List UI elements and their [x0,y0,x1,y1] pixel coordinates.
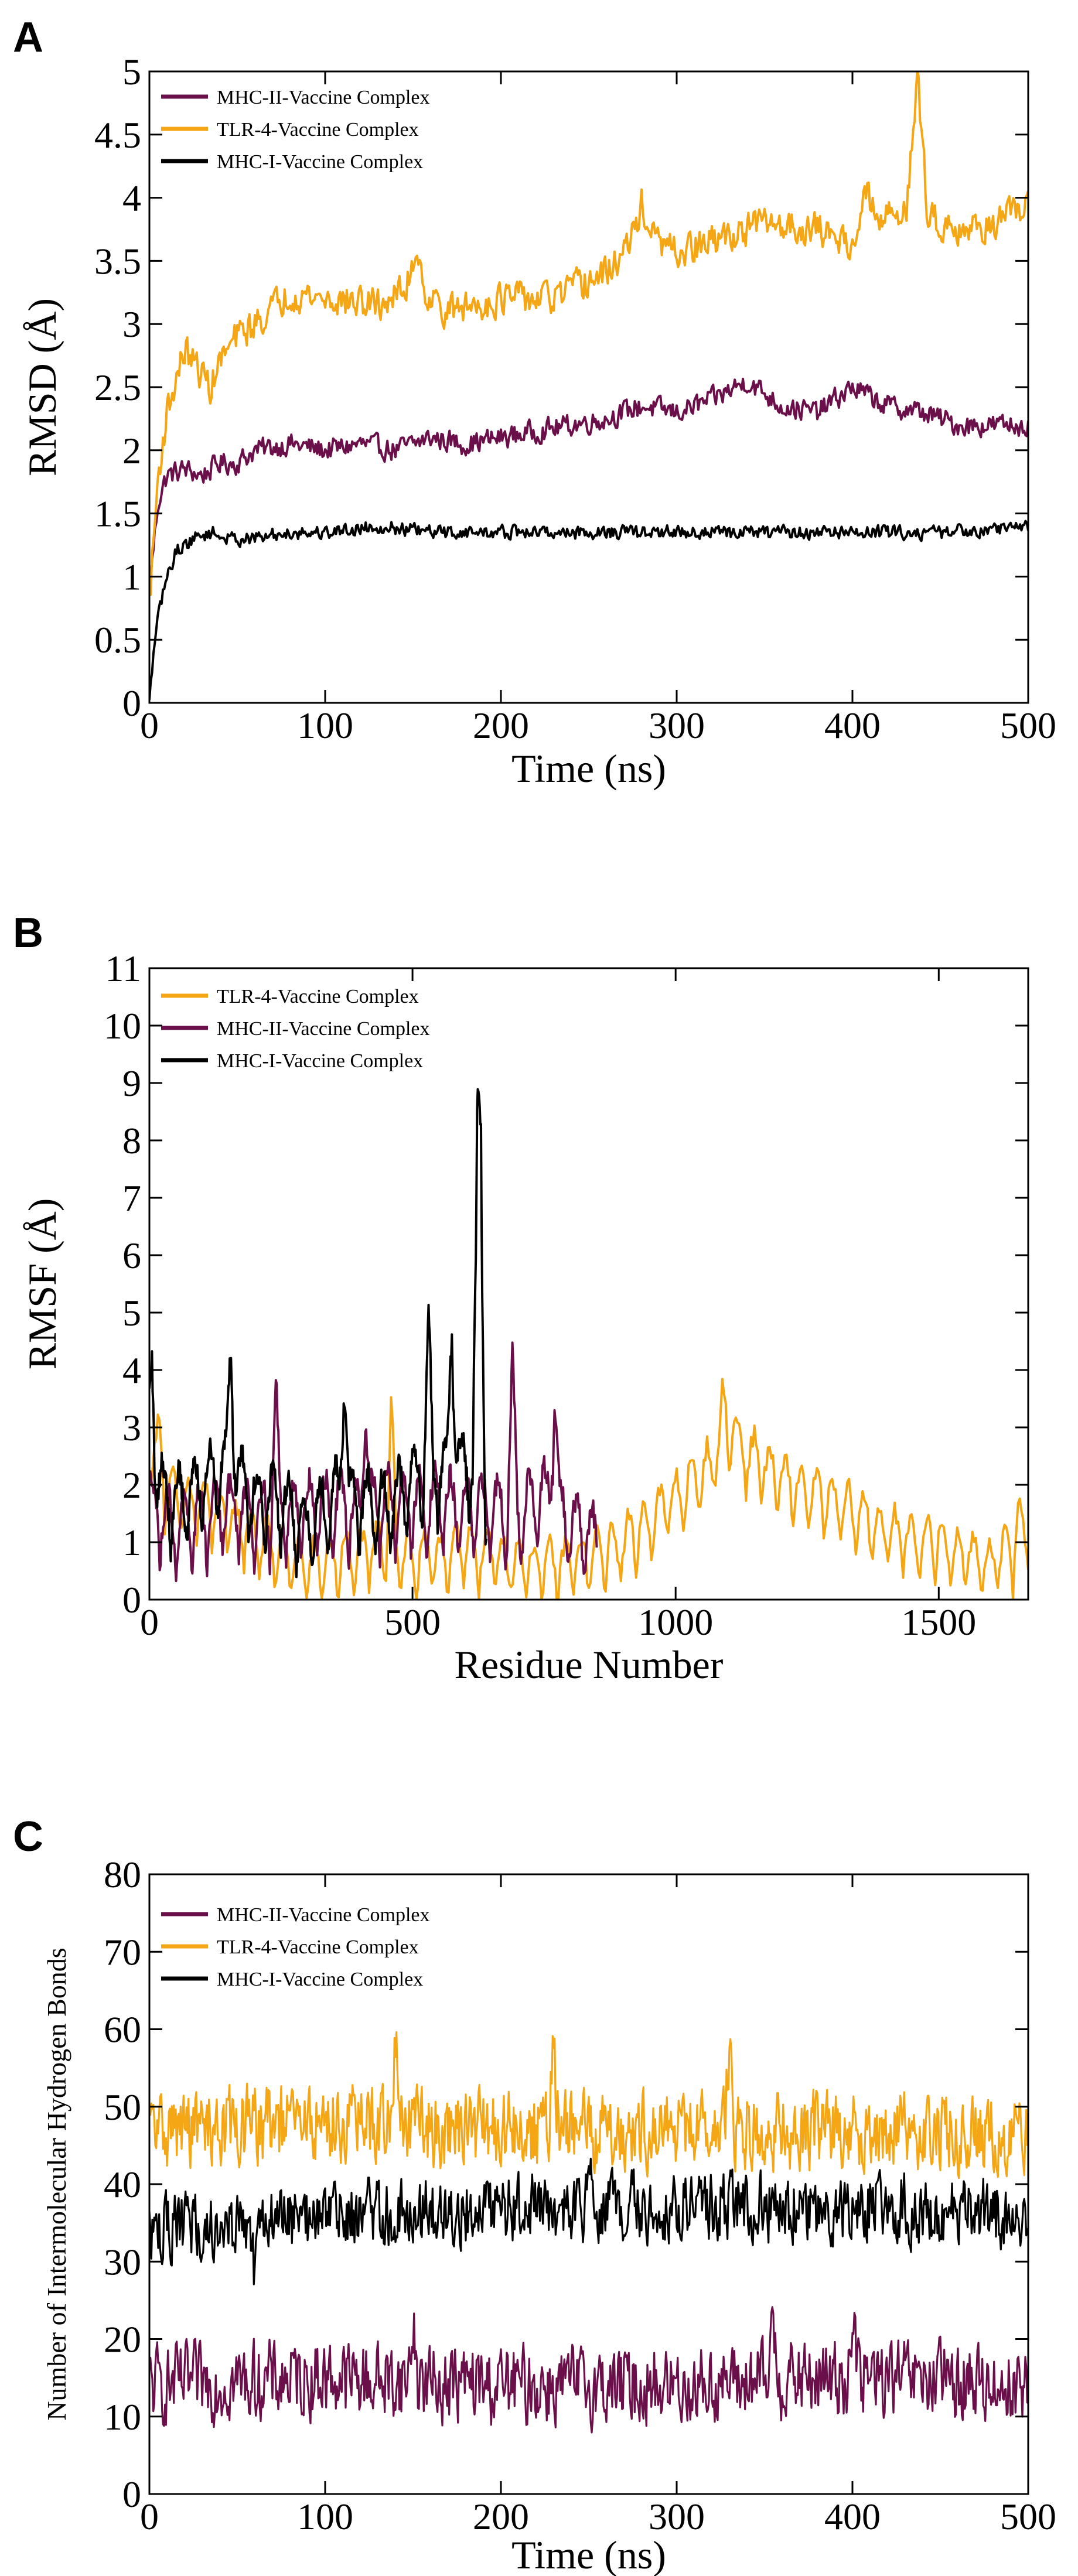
panel-a-y-tick-label: 3 [122,303,141,345]
panel-a-y-tick-label: 5 [122,51,141,93]
panel-b-y-tick-label: 11 [105,948,141,989]
panel-a-y-tick-label: 1 [122,556,141,597]
panel-b-x-tick-label: 500 [384,1601,441,1643]
panel-a-y-tick-label: 3.5 [94,240,141,282]
panel-a-y-tick-label: 1.5 [94,493,141,535]
panel-a-y-tick-label: 4.5 [94,114,141,156]
panel-c-hbond-chart: C 0 100 200 300 400 500 0 10 20 30 40 50 60 70 80 MHC-I… [13,1813,1056,2576]
panel-a-y-tick-label: 0 [122,682,141,724]
panel-a-x-tick-label: 100 [297,705,353,746]
panel-a-y-axis-title: RMSD (Å) [20,298,64,476]
panel-a-legend-label-mhc1: MHC-I-Vaccine Complex [217,151,423,173]
panel-c-legend-label-tlr4: TLR-4-Vaccine Complex [217,1936,419,1958]
panel-a-letter: A [13,14,43,61]
panel-c-x-axis-title: Time (ns) [511,2533,666,2576]
panel-c-y-tick-label: 60 [104,2009,141,2051]
panel-c-y-tick-label: 40 [104,2164,141,2205]
panel-c-plot-frame [148,1873,1029,2495]
panel-a-y-tick-label: 4 [122,177,141,219]
panel-b-series-line-mhc1 [149,1088,487,1579]
panel-a-legend: MHC-II-Vaccine Complex TLR-4-Vaccine Comp… [161,87,430,173]
panel-b-y-tick-label: 3 [122,1407,141,1448]
panel-a-y-tick-label: 0.5 [94,619,141,661]
panel-b-x-axis-title: Residue Number [455,1642,724,1687]
panel-b-legend-label-tlr4: TLR-4-Vaccine Complex [217,986,419,1007]
panel-b-x-tick-label: 1500 [901,1601,976,1643]
panel-a-x-axis-title: Time (ns) [511,746,666,791]
panel-a-x-tick-label: 300 [649,705,705,746]
panel-a-series-group [149,71,1028,701]
panel-b-series-group [149,1088,1028,1600]
panel-a-x-tick-label: 500 [1000,705,1056,746]
panel-c-x-tick-label: 300 [649,2496,705,2537]
panel-b-rmsf-chart: B 0 500 1000 1500 0 1 2 3 4 5 6 7 8 9 10 11 TLR-4-Vaccin… [13,910,1029,1687]
panel-b-y-tick-label: 1 [122,1522,141,1563]
panel-a-series-line-mhc1 [149,520,1028,701]
panel-c-legend-label-mhc1: MHC-I-Vaccine Complex [217,1969,423,1990]
panel-c-letter: C [13,1813,43,1860]
panel-b-x-tick-label: 0 [140,1601,159,1643]
panel-c-series-line-mhc1 [149,2157,1028,2285]
panel-c-series-line-mhc2 [149,2306,1028,2434]
panel-b-legend: TLR-4-Vaccine Complex MHC-II-Vaccine Comp… [161,986,430,1072]
panel-b-y-tick-label: 6 [122,1235,141,1276]
panel-a-plot-frame [148,70,1029,704]
panel-c-y-tick-label: 70 [104,1931,141,1973]
panel-a-legend-label-mhc2: MHC-II-Vaccine Complex [217,87,430,108]
panel-a-rmsd-chart: A 0 100 200 300 400 50000.511.522.533.544.55M… [13,14,1056,791]
panel-b-plot-frame [148,967,1029,1601]
panel-c-y-tick-label: 80 [104,1854,141,1895]
panel-a-legend-label-tlr4: TLR-4-Vaccine Complex [217,119,419,141]
panel-b-x-tick-label: 1000 [638,1601,713,1643]
panel-a-series-line-mhc2 [149,377,1028,586]
panel-a-x-tick-label: 0 [140,705,159,746]
panel-b-y-tick-label: 0 [122,1579,141,1621]
panel-b-legend-label-mhc2: MHC-II-Vaccine Complex [217,1018,430,1040]
panel-c-legend: MHC-II-Vaccine Complex TLR-4-Vaccine Comp… [161,1904,430,1990]
panel-a-x-tick-label: 400 [824,705,881,746]
panel-b-y-tick-label: 9 [122,1062,141,1104]
panel-c-y-axis-title: Number of Intermolecular Hydrogen Bonds [42,1948,71,2420]
panel-c-x-tick-label: 500 [1000,2496,1056,2537]
panel-c-series-group [149,2031,1028,2434]
panel-c-legend-label-mhc2: MHC-II-Vaccine Complex [217,1904,430,1926]
panel-b-y-tick-label: 7 [122,1177,141,1219]
panel-a-series-line-tlr4 [149,71,1028,596]
panel-c-x-tick-label: 100 [297,2496,353,2537]
panel-c-y-tick-label: 30 [104,2241,141,2283]
panel-b-y-tick-label: 10 [104,1005,141,1047]
panel-a-y-tick-label: 2.5 [94,367,141,408]
panel-a-x-tick-label: 200 [473,705,529,746]
panel-c-y-tick-label: 20 [104,2319,141,2360]
panel-c-x-tick-label: 200 [473,2496,529,2537]
panel-c-series-line-tlr4 [149,2031,1028,2179]
panel-b-y-tick-label: 5 [122,1292,141,1334]
panel-b-series-line-mhc2 [149,1341,598,1583]
panel-b-y-tick-label: 4 [122,1350,141,1391]
panel-b-y-tick-label: 2 [122,1464,141,1506]
panel-b-legend-label-mhc1: MHC-I-Vaccine Complex [217,1050,423,1072]
panel-b-y-axis-title: RMSF (Å) [20,1198,64,1370]
panel-c-y-tick-label: 0 [122,2473,141,2515]
panel-c-x-tick-label: 0 [140,2496,159,2537]
panel-b-y-tick-label: 8 [122,1120,141,1161]
panel-a-y-tick-label: 2 [122,430,141,472]
panel-c-y-tick-label: 50 [104,2086,141,2128]
panel-c-y-tick-label: 10 [104,2396,141,2438]
panel-c-x-tick-label: 400 [824,2496,881,2537]
panel-b-letter: B [13,910,43,956]
